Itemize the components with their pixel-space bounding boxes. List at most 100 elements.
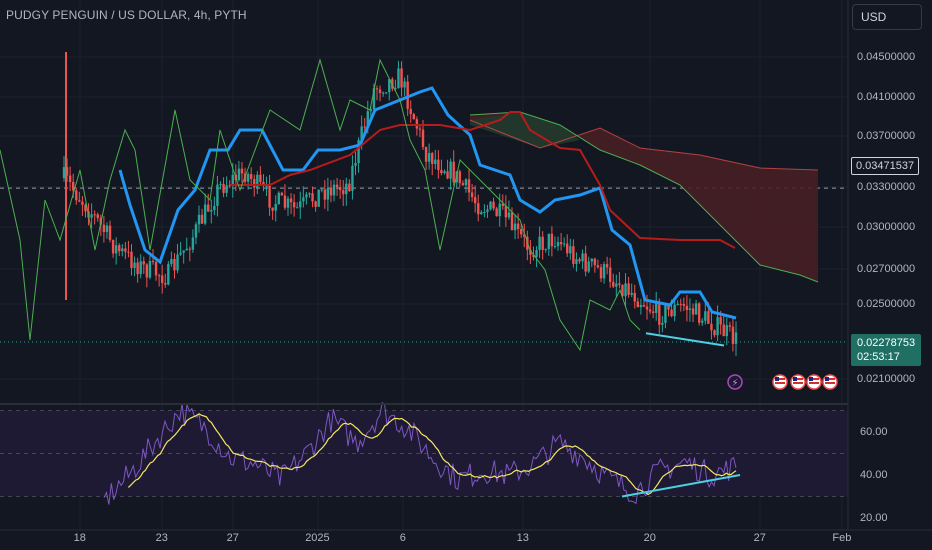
- candle-body: [713, 330, 716, 336]
- candle-body: [388, 79, 391, 93]
- candle-body: [532, 254, 535, 257]
- time-tick-label: 6: [399, 532, 406, 544]
- us-flag-canton: [825, 377, 829, 381]
- candle-body: [151, 260, 155, 263]
- time-tick-label: 27: [753, 532, 766, 544]
- candle-body: [157, 275, 161, 277]
- candle-body: [572, 246, 575, 264]
- candle-body: [176, 254, 179, 271]
- us-flag-stripe: [825, 382, 835, 384]
- event-markers[interactable]: ⚡: [727, 374, 838, 390]
- candle-body: [93, 214, 96, 216]
- candle-body: [418, 128, 422, 130]
- candle-body: [265, 185, 268, 187]
- candle-body: [75, 190, 78, 201]
- candle-body: [529, 249, 532, 255]
- candle-body: [197, 214, 201, 225]
- candle-body: [317, 189, 320, 207]
- us-flag-canton: [809, 377, 813, 381]
- grid-lines: [0, 0, 848, 530]
- candle-body: [569, 246, 572, 254]
- candle-body: [443, 171, 446, 174]
- indicator-lines: [0, 58, 737, 352]
- candle-body: [148, 260, 152, 278]
- candle-body: [440, 169, 443, 174]
- candle-body: [587, 261, 590, 272]
- candle-body: [486, 209, 489, 212]
- candle-body: [222, 183, 225, 193]
- candle-body: [655, 302, 658, 313]
- candle-body: [513, 223, 517, 231]
- candle-body: [464, 179, 468, 186]
- candle-body: [167, 264, 170, 285]
- candle-body: [274, 203, 277, 211]
- price-tick-label: 0.02100000: [857, 373, 916, 385]
- candle-body: [507, 212, 511, 218]
- candle-body: [164, 282, 167, 285]
- candle-body: [602, 264, 606, 279]
- candle-body: [213, 205, 216, 211]
- candle-body: [345, 183, 348, 195]
- time-tick-label: 27: [226, 532, 239, 544]
- candle-body: [550, 233, 554, 247]
- candle-body: [516, 223, 520, 230]
- candle-body: [231, 174, 234, 186]
- price-tick-label: 0.03000000: [857, 221, 916, 233]
- candle-body: [207, 204, 210, 212]
- candle-body: [170, 259, 173, 265]
- candle-body: [697, 303, 701, 323]
- rsi-tick-label: 20.00: [860, 512, 888, 524]
- candle-body: [191, 237, 195, 250]
- candle-body: [280, 192, 284, 196]
- lightning-event-glyph: ⚡: [731, 378, 738, 389]
- time-tick-label: 23: [155, 532, 168, 544]
- candle-body: [489, 201, 492, 210]
- candle-body: [424, 147, 428, 162]
- candle-body: [725, 325, 728, 337]
- us-flag-stripe: [775, 382, 785, 384]
- candle-body: [139, 261, 142, 275]
- candle-body: [562, 243, 566, 245]
- candle-body: [342, 190, 345, 195]
- candle-body: [596, 265, 600, 268]
- candle-body: [142, 261, 145, 265]
- time-tick-label: 18: [73, 532, 86, 544]
- leading-span-a: [469, 111, 819, 283]
- candle-body: [719, 317, 722, 325]
- candle-body: [154, 262, 158, 276]
- candle-body: [394, 88, 397, 90]
- candle-body: [716, 317, 719, 336]
- candles: [62, 52, 738, 356]
- candle-body: [593, 258, 597, 266]
- candle-body: [734, 332, 738, 344]
- candle-body: [286, 198, 290, 208]
- candle-body: [538, 236, 541, 251]
- candle-body: [299, 201, 302, 208]
- candle-body: [96, 214, 99, 219]
- bar-countdown: 02:53:17: [857, 351, 900, 363]
- candle-body: [510, 212, 514, 231]
- candle-body: [320, 189, 323, 191]
- candle-body: [618, 283, 621, 285]
- candle-body: [547, 233, 551, 249]
- candle-body: [375, 88, 379, 90]
- candle-body: [651, 311, 655, 313]
- rsi-moving-average: [127, 413, 737, 496]
- candle-body: [384, 92, 388, 94]
- dashed-level-tag: 0.03471537: [851, 157, 920, 175]
- candle-body: [473, 197, 477, 204]
- candle-body: [455, 171, 458, 183]
- candle-body: [84, 204, 87, 212]
- candle-body: [694, 303, 698, 315]
- candle-body: [648, 309, 652, 312]
- rsi-panel: [0, 402, 848, 505]
- candle-body: [68, 175, 72, 182]
- candle-body: [495, 208, 498, 217]
- candle-body: [452, 161, 455, 183]
- candle-body: [369, 109, 373, 112]
- candle-body: [124, 248, 127, 252]
- currency-button[interactable]: USD: [852, 4, 922, 30]
- candle-body: [615, 283, 618, 287]
- candle-body: [673, 304, 676, 317]
